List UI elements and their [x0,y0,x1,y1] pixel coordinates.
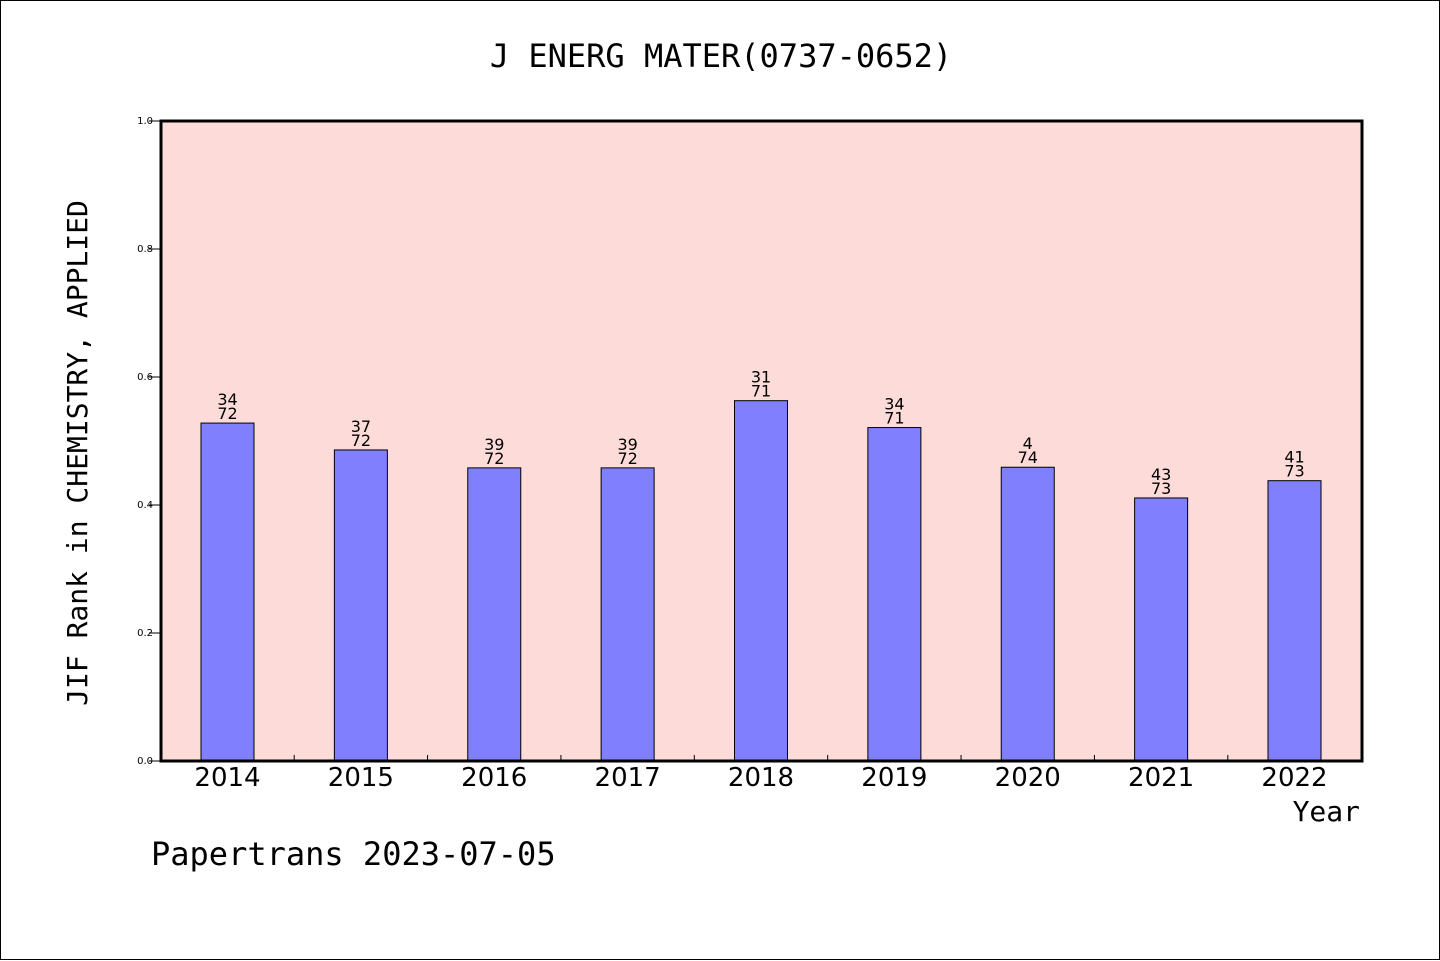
x-tick-label: 2022 [1261,763,1327,793]
x-tick-label: 2018 [728,763,794,793]
bar-2015 [333,449,388,762]
bar-label-rank: 37 [351,417,371,436]
bar-label-total: 72 [484,449,504,468]
bar-2017 [600,467,655,762]
plot-border [159,119,1364,763]
bar-2016 [467,467,522,762]
bar-label-total: 72 [617,449,637,468]
bar-label-total: 74 [1018,448,1038,467]
bar-label-rank: 41 [1284,448,1304,467]
bar-label-rank: 4 [1023,434,1033,453]
x-tick-label: 2015 [328,763,394,793]
bar-label-total: 73 [1284,462,1304,481]
y-tick-label: 0.0 [137,756,153,767]
credit-text: Papertrans 2023-07-05 [151,835,556,873]
y-tick-label: 1.0 [137,116,153,127]
bar-2022 [1267,480,1322,762]
x-tick-label: 2021 [1128,763,1194,793]
bar-label-rank: 39 [484,435,504,454]
x-tick-label: 2016 [461,763,527,793]
bar-label-rank: 39 [617,435,637,454]
chart-title: J ENERG MATER(0737-0652) [490,37,952,75]
bar-label-total: 72 [217,404,237,423]
x-axis-label: Year [1293,795,1360,828]
x-tick-label: 2014 [194,763,260,793]
x-tick-label: 2020 [995,763,1061,793]
y-tick-label: 0.4 [137,500,153,511]
y-tick-label: 0.6 [137,372,153,383]
bar-label-total: 71 [751,382,771,401]
bar-2018 [734,400,788,762]
bar-2014 [200,422,255,762]
bar-2021 [1134,497,1189,762]
bar-label-rank: 43 [1151,465,1171,484]
x-axis: 2014 2015 2016 2017 2018 2019 2020 2021 2022 [194,755,1328,793]
y-axis: 0.0 0.2 0.4 0.6 0.8 1.0 [137,116,161,767]
x-tick-label: 2019 [861,763,927,793]
bar-label-total: 73 [1151,479,1171,498]
x-tick-label: 2017 [595,763,661,793]
y-axis-label: JIF Rank in CHEMISTRY, APPLIED [61,200,94,706]
bar-2020 [1000,466,1055,762]
bar-label-total: 72 [351,431,371,450]
bar-label-rank: 34 [217,390,237,409]
y-tick-label: 0.8 [137,244,153,255]
bar-label-rank: 34 [884,395,904,414]
bar-label-rank: 31 [751,368,771,387]
bar-2019 [867,427,922,762]
bar-label-total: 71 [884,409,904,428]
y-tick-label: 0.2 [137,628,153,639]
